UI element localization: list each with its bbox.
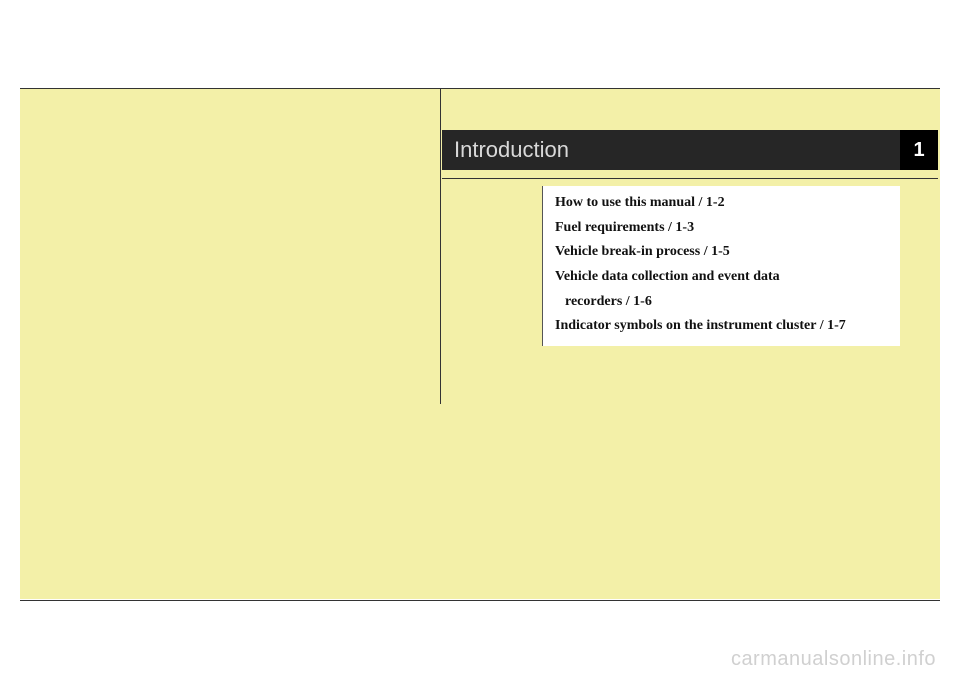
watermark: carmanualsonline.info (731, 648, 936, 671)
toc-item: Fuel requirements / 1-3 (555, 217, 894, 239)
manual-page: Introduction 1 How to use this manual / … (0, 0, 960, 689)
chapter-number-badge: 1 (900, 130, 938, 170)
chapter-number: 1 (913, 139, 924, 162)
table-of-contents: How to use this manual / 1-2 Fuel requir… (542, 186, 900, 346)
toc-top-rule (442, 178, 938, 179)
toc-item: How to use this manual / 1-2 (555, 192, 894, 214)
chapter-title: Introduction (454, 137, 569, 163)
chapter-title-bar: Introduction (442, 130, 900, 170)
bottom-rule (20, 600, 940, 601)
center-divider (440, 88, 441, 404)
toc-item: Vehicle data collection and event data (555, 266, 894, 288)
toc-item: Indicator symbols on the instrument clus… (555, 315, 894, 337)
toc-item: Vehicle break-in process / 1-5 (555, 241, 894, 263)
toc-item-continuation: recorders / 1-6 (555, 291, 894, 313)
